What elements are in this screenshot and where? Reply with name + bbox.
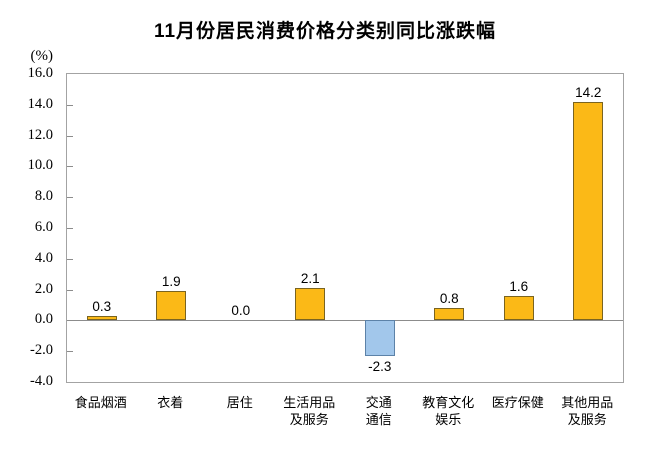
bar-value-label-6: 1.6 (509, 278, 529, 294)
bar-value-label-2: 0.0 (231, 303, 251, 319)
bar-value-label-3: 2.1 (300, 271, 320, 287)
bar-0 (86, 315, 117, 321)
y-tick-mark (67, 351, 73, 353)
y-tick-label: 10.0 (27, 157, 53, 174)
y-tick-label: 0.0 (34, 311, 53, 328)
y-tick-mark (67, 104, 73, 106)
chart-title: 11月份居民消费价格分类别同比涨跌幅 (153, 21, 497, 42)
y-tick-label: 14.0 (27, 95, 53, 112)
x-category-label-7: 其他用品 及服务 (561, 395, 614, 427)
y-axis-unit-label: (%) (30, 48, 54, 64)
x-category-label-0: 食品烟酒 (74, 395, 127, 410)
bar-6 (503, 295, 534, 321)
y-tick-mark (67, 197, 73, 199)
y-tick-label: 6.0 (34, 219, 53, 235)
y-tick-label: 12.0 (27, 126, 53, 143)
y-tick-mark (67, 166, 73, 168)
y-tick-label: 8.0 (34, 188, 53, 205)
x-axis-labels: 食品烟酒 衣着 居住 生活用品 及服务 交通 通信 教育文化 娱乐 医疗保健 其他用品 及服务 (66, 394, 622, 436)
bar-value-label-5: 0.8 (439, 291, 459, 307)
bar-4 (364, 320, 395, 356)
x-category-label-3: 生活用品 及服务 (283, 395, 336, 427)
zero-baseline (67, 320, 623, 322)
y-tick-mark (67, 228, 73, 229)
y-tick-mark (67, 289, 73, 291)
y-tick-label: 2.0 (34, 280, 53, 297)
bar-value-label-4: -2.3 (368, 358, 392, 374)
bar-value-label-7: 14.2 (575, 84, 602, 100)
bar-5 (434, 308, 465, 321)
y-tick-label: 4.0 (34, 249, 53, 266)
y-tick-label: -2.0 (30, 342, 53, 359)
x-category-label-2: 居住 (226, 395, 253, 410)
y-tick-mark (67, 135, 73, 137)
y-tick-mark (67, 258, 73, 260)
x-category-label-4: 交通 通信 (365, 395, 392, 427)
bar-3 (295, 288, 326, 321)
y-tick-label: -4.0 (30, 373, 53, 389)
y-tick-label: 16.0 (27, 65, 53, 81)
x-category-label-6: 医疗保健 (491, 395, 544, 410)
x-category-label-5: 教育文化 娱乐 (422, 395, 475, 427)
bar-1 (156, 291, 187, 321)
bar-value-label-1: 1.9 (161, 274, 181, 290)
bar-7 (573, 101, 604, 321)
plot-area: 0.3 1.9 0.0 2.1 -2.3 0.8 1.6 14.2 (66, 73, 624, 383)
x-category-label-1: 衣着 (157, 395, 184, 410)
bar-value-label-0: 0.3 (92, 298, 112, 314)
